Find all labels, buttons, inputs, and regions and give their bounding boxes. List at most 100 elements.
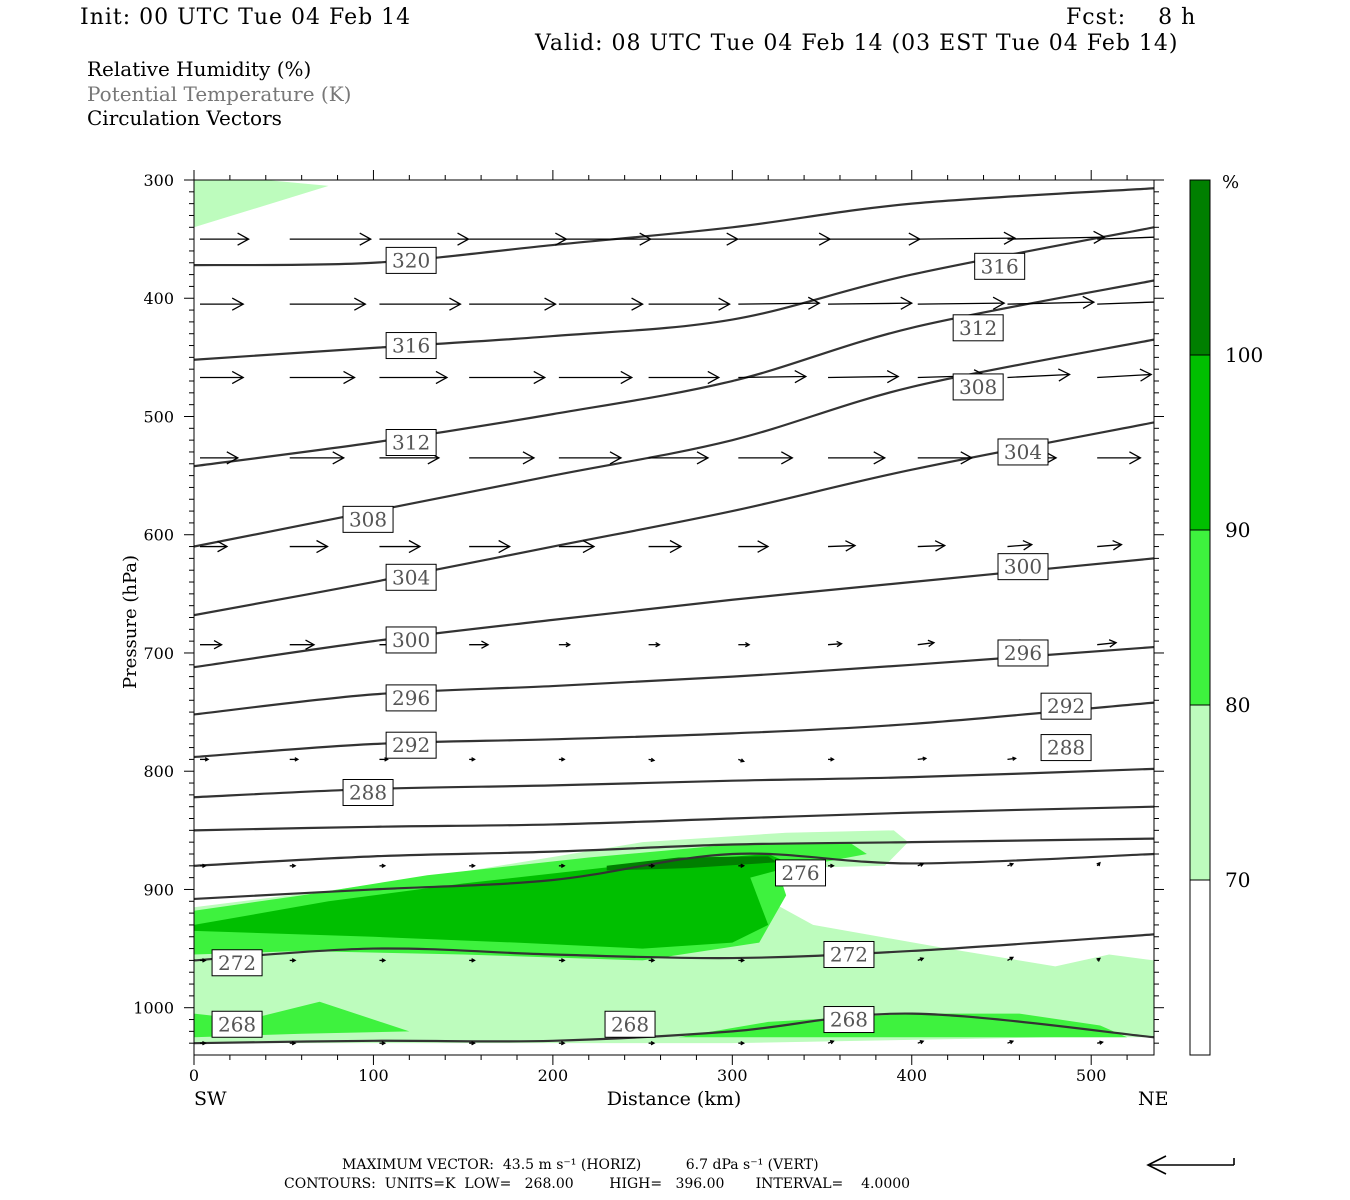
circulation-vector bbox=[289, 1040, 297, 1046]
theta-contour-300 bbox=[194, 557, 1154, 669]
svg-text:316: 316 bbox=[981, 254, 1019, 278]
contour-label: 272 bbox=[211, 949, 263, 977]
circulation-vector bbox=[917, 231, 1017, 245]
circulation-vector bbox=[200, 297, 245, 311]
theta-contour-284 bbox=[194, 805, 1154, 832]
contour-label: 292 bbox=[1040, 692, 1092, 720]
contour-label: 308 bbox=[952, 373, 1004, 401]
circulation-vector bbox=[738, 451, 794, 465]
svg-text:308: 308 bbox=[349, 507, 387, 531]
circulation-vector bbox=[558, 451, 623, 465]
svg-text:320: 320 bbox=[392, 248, 430, 272]
circulation-vector bbox=[1007, 368, 1071, 382]
svg-text:300: 300 bbox=[392, 628, 430, 652]
axes: 300 400 500 600 700 800 900 1000 0 100 200 300 400 50… bbox=[133, 170, 1164, 1085]
y-tick-label: 700 bbox=[143, 644, 174, 663]
contour-label: 276 bbox=[775, 859, 827, 887]
circulation-vector bbox=[289, 863, 297, 869]
theta-contour-316 bbox=[194, 226, 1154, 361]
contour-label: 316 bbox=[974, 252, 1026, 280]
x-end-label-ne: NE bbox=[1138, 1088, 1169, 1110]
svg-text:272: 272 bbox=[218, 951, 256, 975]
circulation-vector bbox=[827, 640, 843, 648]
contour-label: 300 bbox=[385, 626, 437, 654]
circulation-vector bbox=[289, 232, 373, 246]
colorbar: % 100 90 80 70 bbox=[1189, 172, 1263, 1056]
circulation-vector bbox=[379, 297, 462, 311]
circulation-vector bbox=[289, 757, 300, 762]
svg-text:268: 268 bbox=[218, 1012, 256, 1036]
theta-contour-272 bbox=[194, 933, 1154, 962]
contour-label: 288 bbox=[342, 779, 394, 806]
contour-label: 288 bbox=[1040, 734, 1092, 762]
circulation-vector bbox=[558, 1040, 566, 1046]
svg-text:296: 296 bbox=[1004, 641, 1042, 665]
circulation-vector bbox=[1007, 956, 1015, 961]
circulation-vector bbox=[648, 539, 683, 554]
circulation-vector bbox=[469, 539, 512, 554]
circulation-vector bbox=[558, 539, 596, 554]
circulation-vector bbox=[1097, 539, 1123, 551]
circulation-vector bbox=[469, 232, 568, 246]
colorbar-segment bbox=[1189, 179, 1211, 356]
circulation-vector bbox=[738, 758, 745, 763]
circulation-vector bbox=[648, 863, 656, 869]
circulation-vector bbox=[738, 370, 808, 384]
circulation-vector bbox=[738, 232, 832, 246]
contour-label: 304 bbox=[385, 563, 437, 591]
circulation-vector bbox=[738, 863, 746, 869]
circulation-vector bbox=[738, 958, 746, 963]
contour-label: 304 bbox=[997, 438, 1049, 466]
circulation-vector bbox=[469, 297, 557, 311]
circulation-vector bbox=[648, 958, 656, 963]
colorbar-segment bbox=[1189, 879, 1211, 1056]
x-tick-label: 300 bbox=[717, 1066, 748, 1085]
contour-label: 316 bbox=[385, 332, 437, 360]
circulation-vector bbox=[648, 642, 661, 648]
circulation-vector bbox=[379, 370, 449, 385]
legend-theta: Potential Temperature (K) bbox=[87, 82, 352, 106]
theta-contour-288 bbox=[194, 767, 1154, 799]
circulation-vector bbox=[828, 540, 857, 552]
circulation-vector bbox=[200, 958, 207, 963]
contour-label: 268 bbox=[604, 1010, 656, 1038]
circulation-vector bbox=[828, 296, 914, 310]
circulation-vector bbox=[379, 232, 470, 246]
svg-text:300: 300 bbox=[1004, 555, 1042, 579]
circulation-vector bbox=[469, 958, 476, 963]
circulation-vector bbox=[200, 863, 207, 869]
circulation-vector bbox=[1007, 230, 1107, 244]
circulation-vector bbox=[828, 232, 922, 246]
forecast-hour: Fcst: 8 h bbox=[1066, 5, 1197, 30]
circulation-vector bbox=[558, 757, 566, 762]
y-tick-label: 400 bbox=[143, 289, 174, 308]
circulation-vector bbox=[917, 296, 1006, 310]
circulation-vector bbox=[648, 370, 721, 385]
circulation-vector bbox=[200, 540, 229, 553]
contour-label: 300 bbox=[997, 553, 1049, 581]
circulation-vector bbox=[648, 757, 656, 763]
y-tick-label: 900 bbox=[143, 880, 174, 899]
colorbar-segment bbox=[1189, 354, 1211, 531]
circulation-vector bbox=[379, 958, 387, 963]
circulation-vector bbox=[379, 539, 422, 554]
circulation-vector bbox=[828, 369, 900, 384]
circulation-vector bbox=[1007, 756, 1017, 761]
x-end-label-sw: SW bbox=[194, 1088, 227, 1110]
circulation-vector bbox=[917, 451, 974, 465]
circulation-vector bbox=[738, 540, 770, 553]
colorbar-label: 90 bbox=[1225, 518, 1250, 542]
circulation-vector bbox=[558, 370, 634, 385]
circulation-vector bbox=[469, 640, 490, 649]
colorbar-unit: % bbox=[1222, 172, 1239, 193]
circulation-vectors bbox=[200, 230, 1154, 1046]
circulation-vector bbox=[1007, 539, 1034, 551]
circulation-vector bbox=[200, 639, 223, 650]
circulation-vector bbox=[738, 1040, 746, 1046]
contour-label: 292 bbox=[385, 731, 437, 759]
circulation-vector bbox=[379, 757, 389, 762]
circulation-vector bbox=[1096, 861, 1101, 867]
x-tick-label: 400 bbox=[896, 1066, 927, 1085]
circulation-vector bbox=[917, 540, 947, 552]
